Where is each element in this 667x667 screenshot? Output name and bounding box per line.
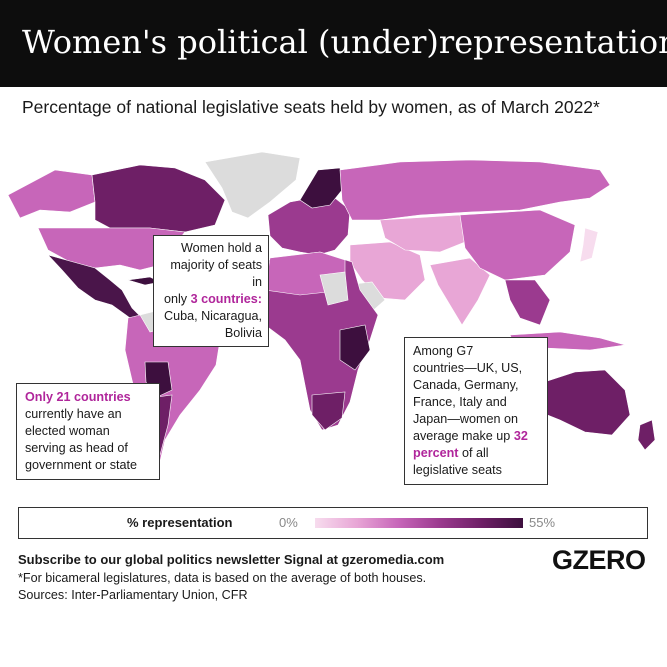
legend-min: 0%	[279, 515, 298, 530]
callout-g7: Among G7 countries—UK, US, Canada, Germa…	[404, 337, 548, 485]
region-east-africa	[339, 324, 371, 371]
callout-majority-countries: Women hold a majority of seats in only 3…	[153, 235, 269, 347]
sources: Sources: Inter-Parliamentary Union, CFR	[18, 588, 248, 602]
title-bar: Women's political (under)representation	[0, 0, 667, 87]
region-new-zealand	[637, 419, 656, 451]
legend-gradient	[315, 518, 523, 528]
region-china	[459, 209, 576, 281]
region-alaska	[7, 169, 96, 219]
region-usa	[37, 227, 186, 271]
region-europe	[267, 197, 351, 256]
region-greenland	[204, 151, 301, 219]
subscribe-text: Subscribe to our global politics newslet…	[18, 552, 445, 567]
gzero-logo: GZERO	[552, 545, 646, 575]
callout-heads-of-state: Only 21 countries currently have an elec…	[16, 383, 160, 480]
legend-label: % representation	[127, 515, 233, 530]
subtitle: Percentage of national legislative seats…	[22, 97, 600, 117]
region-russia	[339, 159, 611, 221]
legend-max: 55%	[529, 515, 556, 530]
region-libya	[319, 271, 349, 306]
region-southeast-asia	[504, 279, 551, 326]
region-australia	[534, 369, 631, 436]
region-south-africa	[311, 391, 346, 431]
page-title: Women's political (under)representation	[22, 23, 667, 61]
footnote: *For bicameral legislatures, data is bas…	[18, 571, 427, 585]
region-india	[429, 257, 491, 326]
region-canada	[91, 164, 226, 233]
color-legend: % representation 0% 55%	[18, 507, 648, 539]
region-japan	[579, 227, 599, 263]
